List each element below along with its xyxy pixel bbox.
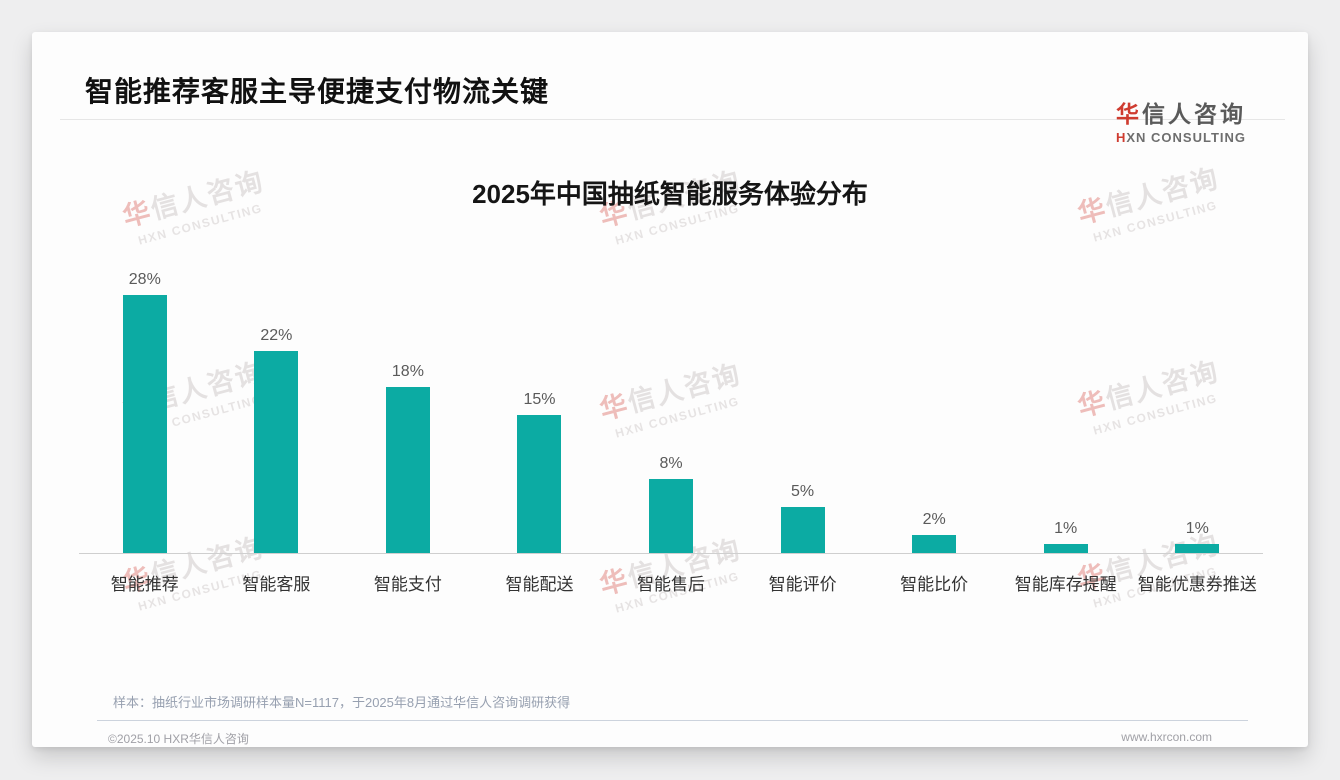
category-label: 智能售后 <box>637 575 706 594</box>
page-title: 智能推荐客服主导便捷支付物流关键 <box>85 76 550 107</box>
bar-column: 15% <box>474 391 606 553</box>
report-header: 智能推荐客服主导便捷支付物流关键 华信人咨询 HXN CONSULTING <box>32 75 1308 144</box>
value-label: 1% <box>1185 519 1209 537</box>
bar-column: 5% <box>737 483 869 553</box>
bar <box>254 350 299 553</box>
chart-category-axis: 智能推荐 智能客服 智能支付 智能配送 智能售后 智能评价 智能比价 智能库存提醒 智能优惠券推… <box>79 554 1263 595</box>
value-label: 28% <box>128 271 161 289</box>
bar <box>1175 543 1220 553</box>
category-label: 智能推荐 <box>110 575 179 594</box>
copyright-text: ©2025.10 HXR华信人咨询 <box>108 732 249 746</box>
value-label: 1% <box>1054 519 1078 537</box>
category-label: 智能配送 <box>505 575 574 594</box>
bar <box>517 415 562 553</box>
value-label: 22% <box>260 326 293 344</box>
bar-column: 2% <box>868 511 1000 553</box>
chart-plot-area: 28% 22% 18% 15% 8% 5% 2% 1% 1% 智能推荐 智能客服 智能支付 智能配送智… <box>79 254 1263 595</box>
footer-bar: ©2025.10 HXR华信人咨询 www.hxrcon.com <box>32 721 1308 747</box>
bar-chart: 2025年中国抽纸智能服务体验分布 28% 22% 18% 15% 8% 5% 2% 1% 1%… <box>32 179 1308 595</box>
category-label: 智能评价 <box>768 575 837 594</box>
value-label: 5% <box>791 483 815 500</box>
category-label: 智能客服 <box>242 575 311 594</box>
bar <box>1043 543 1088 553</box>
bar-column: 1% <box>1000 520 1132 553</box>
website-url[interactable]: www.hxrcon.com <box>1121 730 1212 744</box>
category-label: 智能支付 <box>373 575 442 594</box>
bar <box>780 507 825 553</box>
bar <box>912 534 957 553</box>
footer-divider <box>97 720 1248 721</box>
bar-column: 8% <box>605 455 737 553</box>
brand-logo-chinese: 华信人咨询 <box>1115 101 1246 127</box>
category-label: 智能库存提醒 <box>1014 575 1117 594</box>
header-divider <box>60 119 1285 120</box>
sample-note: 样本：抽纸行业市场调研样本量N=1117，于2025年8月通过华信人咨询调研获得 <box>113 695 571 710</box>
category-label: 智能比价 <box>900 575 969 594</box>
bar <box>385 387 430 553</box>
brand-logo-english: HXN CONSULTING <box>1115 130 1246 145</box>
value-label: 2% <box>922 510 946 528</box>
bar-column: 22% <box>211 327 343 553</box>
category-label: 智能优惠券推送 <box>1137 575 1257 594</box>
brand-logo: 华信人咨询 HXN CONSULTING <box>1115 101 1246 145</box>
value-label: 18% <box>391 363 424 381</box>
chart-bars-row: 28% 22% 18% 15% 8% 5% 2% 1% 1% <box>79 254 1263 554</box>
bar-column: 28% <box>79 271 211 553</box>
bar-column: 18% <box>342 363 474 553</box>
value-label: 15% <box>523 391 556 408</box>
bar <box>122 295 167 553</box>
bar <box>649 479 694 553</box>
bar-column: 1% <box>1132 520 1264 553</box>
chart-title: 2025年中国抽纸智能服务体验分布 <box>472 179 868 209</box>
report-card: 华信人咨询 HXN CONSULTING 华信人咨询 HXN CONSULTING 华信… <box>32 32 1308 747</box>
value-label: 8% <box>659 455 683 473</box>
